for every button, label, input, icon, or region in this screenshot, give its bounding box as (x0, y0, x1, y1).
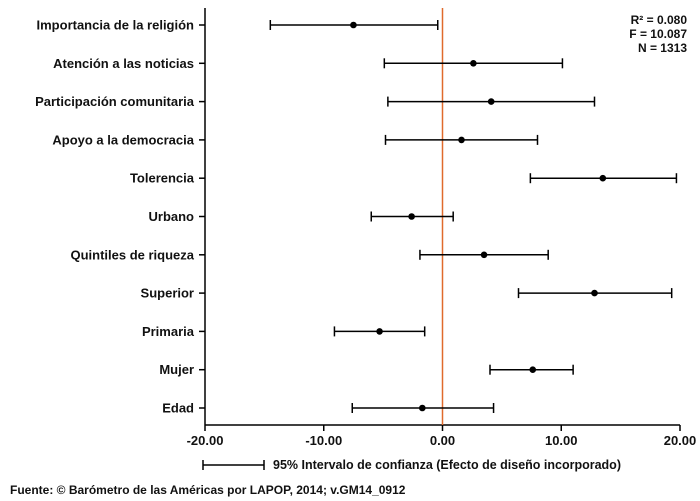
coef-row: Quintiles de riqueza (70, 247, 549, 262)
coef-row: Mujer (159, 362, 574, 377)
x-tick-label: -10.00 (305, 433, 342, 448)
coef-point (470, 60, 477, 67)
row-label: Superior (141, 286, 194, 301)
stat-r2: R² = 0.080 (631, 13, 688, 27)
x-tick-label: 0.00 (430, 433, 455, 448)
coef-row: Edad (162, 401, 495, 416)
coef-row: Superior (141, 286, 673, 301)
legend: 95% Intervalo de confianza (Efecto de di… (202, 458, 621, 472)
coef-row: Participación comunitaria (35, 94, 596, 109)
row-label: Apoyo a la democracia (52, 132, 194, 147)
coef-row: Atención a las noticias (53, 56, 564, 71)
legend-label: 95% Intervalo de confianza (Efecto de di… (273, 458, 621, 472)
coef-point (487, 98, 495, 105)
coef-point (458, 136, 465, 144)
coef-row: Apoyo a la democracia (52, 132, 539, 147)
coef-point (408, 213, 415, 220)
row-label: Primaria (142, 324, 195, 339)
x-tick-label: 20.00 (664, 433, 697, 448)
row-label: Edad (162, 401, 194, 416)
stat-n: N = 1313 (638, 41, 687, 55)
coef-point (529, 366, 537, 374)
row-label: Atención a las noticias (53, 56, 194, 71)
model-stats: R² = 0.080 F = 10.087 N = 1313 (629, 13, 687, 55)
coef-point (419, 404, 426, 412)
coef-point (480, 251, 488, 259)
chart-rows: Importancia de la religión Atención a las… (35, 18, 678, 416)
coef-row: Importancia de la religión (37, 18, 439, 33)
x-axis-ticks: -20.00 -10.00 0.00 10.00 20.00 (187, 425, 697, 448)
x-tick-label: -20.00 (187, 433, 224, 448)
coef-row: Urbano (149, 209, 454, 224)
row-label: Importancia de la religión (37, 18, 195, 33)
coef-point (350, 21, 357, 29)
row-label: Quintiles de riqueza (70, 247, 194, 262)
coef-point (591, 289, 598, 297)
row-label: Tolerencia (130, 171, 195, 186)
row-label: Participación comunitaria (35, 94, 195, 109)
coef-row: Primaria (142, 324, 426, 339)
x-tick-label: 10.00 (545, 433, 578, 448)
row-label: Mujer (159, 362, 194, 377)
coef-point (376, 328, 383, 335)
stat-f: F = 10.087 (629, 27, 687, 41)
source-note: Fuente: © Barómetro de las Américas por … (10, 483, 406, 497)
coef-row: Tolerencia (130, 171, 678, 186)
row-label: Urbano (149, 209, 195, 224)
coef-point (599, 174, 607, 182)
